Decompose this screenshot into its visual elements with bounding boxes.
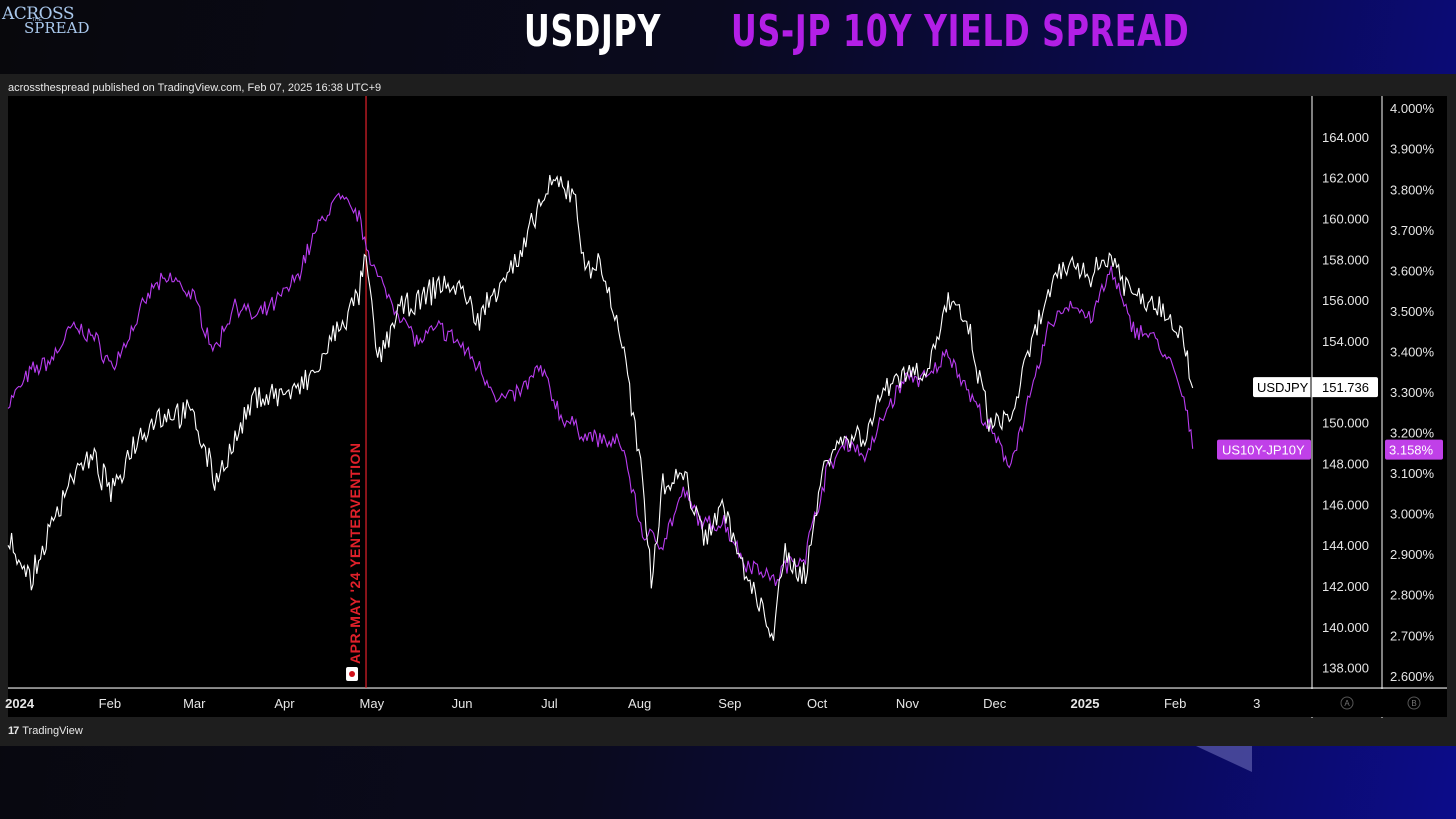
y-left-tick-label: 142.000 bbox=[1322, 579, 1369, 594]
title-yield-spread: US-JP 10Y YIELD SPREAD bbox=[731, 6, 1190, 57]
series-line-spread bbox=[7, 192, 1194, 587]
y-right-tick-label: 3.900% bbox=[1390, 142, 1435, 157]
x-tick-label: Jun bbox=[452, 696, 473, 711]
badge-last-value: 151.736 bbox=[1322, 380, 1369, 395]
x-tick-label: Sep bbox=[718, 696, 741, 711]
badge-bg bbox=[1253, 377, 1378, 398]
y-left-tick-label: 158.000 bbox=[1322, 252, 1369, 267]
series-line-usdjpy bbox=[7, 174, 1194, 641]
y-right-tick-label: 3.300% bbox=[1390, 385, 1435, 400]
x-tick-label: Apr bbox=[274, 696, 295, 711]
y-right-tick-label: 3.700% bbox=[1390, 223, 1435, 238]
x-tick-label: 2024 bbox=[5, 696, 35, 711]
x-tick-label: Feb bbox=[99, 696, 121, 711]
x-tick-label: Aug bbox=[628, 696, 651, 711]
scale-button-label: B bbox=[1411, 699, 1416, 708]
y-right-tick-label: 2.800% bbox=[1390, 588, 1435, 603]
y-left-tick-label: 164.000 bbox=[1322, 130, 1369, 145]
y-left-tick-label: 140.000 bbox=[1322, 620, 1369, 635]
badge-series-name: US10Y-JP10Y bbox=[1222, 443, 1305, 458]
plot-area bbox=[8, 96, 1312, 688]
y-right-tick-label: 3.400% bbox=[1390, 344, 1435, 359]
brand-logo: ACROSS THE SPREAD bbox=[2, 4, 97, 37]
y-left-tick-label: 162.000 bbox=[1322, 171, 1369, 186]
annotation-label: APR-MAY '24 YENTERVENTION bbox=[347, 443, 363, 664]
x-tick-label: Feb bbox=[1164, 696, 1186, 711]
y-right-tick-label: 3.800% bbox=[1390, 182, 1435, 197]
y-right-tick-label: 3.100% bbox=[1390, 466, 1435, 481]
badge-bg-value bbox=[1385, 439, 1443, 460]
scale-button-b[interactable]: B bbox=[1407, 696, 1421, 710]
y-left-tick-label: 138.000 bbox=[1322, 661, 1369, 676]
x-tick-label: Dec bbox=[983, 696, 1007, 711]
tradingview-logo-icon: 17 bbox=[8, 725, 19, 737]
x-tick-label: Nov bbox=[896, 696, 920, 711]
badge-bg bbox=[1217, 439, 1311, 460]
y-right-tick-label: 3.500% bbox=[1390, 304, 1435, 319]
x-tick-label: 3 bbox=[1253, 696, 1260, 711]
logo-small: THE bbox=[32, 17, 42, 23]
scale-button-a[interactable]: A bbox=[1340, 696, 1354, 710]
flag-sun bbox=[349, 671, 356, 677]
x-tick-label: Mar bbox=[183, 696, 206, 711]
y-left-tick-label: 154.000 bbox=[1322, 334, 1369, 349]
y-left-tick-label: 160.000 bbox=[1322, 211, 1369, 226]
badge-last-value: 3.158% bbox=[1389, 443, 1434, 458]
chart-canvas[interactable]: 138.000 140.000 142.000 144.000 146.000 148.0… bbox=[0, 74, 1456, 724]
scale-button-ring bbox=[1407, 696, 1421, 710]
x-tick-label: May bbox=[360, 696, 385, 711]
scale-button-label: A bbox=[1344, 699, 1350, 708]
title-usdjpy: USDJPY bbox=[524, 6, 662, 57]
y-left-tick-label: 146.000 bbox=[1322, 497, 1369, 512]
logo-line1: ACROSS bbox=[2, 4, 75, 24]
tradingview-label: TradingView bbox=[22, 725, 83, 737]
y-left-tick-label: 144.000 bbox=[1322, 538, 1369, 553]
y-left-tick-label: 148.000 bbox=[1322, 456, 1369, 471]
y-right-tick-label: 4.000% bbox=[1390, 101, 1435, 116]
badge-series-name: USDJPY bbox=[1257, 380, 1309, 395]
x-tick-label: 2025 bbox=[1071, 696, 1100, 711]
time-axis-area bbox=[8, 689, 1447, 717]
y-right-tick-label: 3.000% bbox=[1390, 507, 1435, 522]
y-right-tick-label: 3.200% bbox=[1390, 426, 1435, 441]
japan-flag-icon bbox=[346, 667, 359, 681]
published-caption: acrossthespread published on TradingView… bbox=[8, 82, 382, 94]
x-tick-label: Jul bbox=[541, 696, 558, 711]
y-left-tick-label: 156.000 bbox=[1322, 293, 1369, 308]
decorative-triangle bbox=[1196, 746, 1252, 772]
x-tick-label: Oct bbox=[807, 696, 828, 711]
y-right-tick-label: 2.700% bbox=[1390, 628, 1435, 643]
y-right-tick-label: 2.600% bbox=[1390, 669, 1435, 684]
tradingview-brand[interactable]: 17 TradingView bbox=[8, 725, 83, 737]
scale-button-ring bbox=[1340, 696, 1354, 710]
logo-line2: SPREAD bbox=[24, 19, 90, 37]
y-left-tick-label: 150.000 bbox=[1322, 416, 1369, 431]
usdjpy-last-badge: USDJPY 151.736 bbox=[1253, 377, 1378, 398]
spread-last-badge: US10Y-JP10Y 3.158% bbox=[1217, 439, 1443, 460]
y-right-tick-label: 3.600% bbox=[1390, 263, 1435, 278]
y-right-tick-label: 2.900% bbox=[1390, 547, 1435, 562]
